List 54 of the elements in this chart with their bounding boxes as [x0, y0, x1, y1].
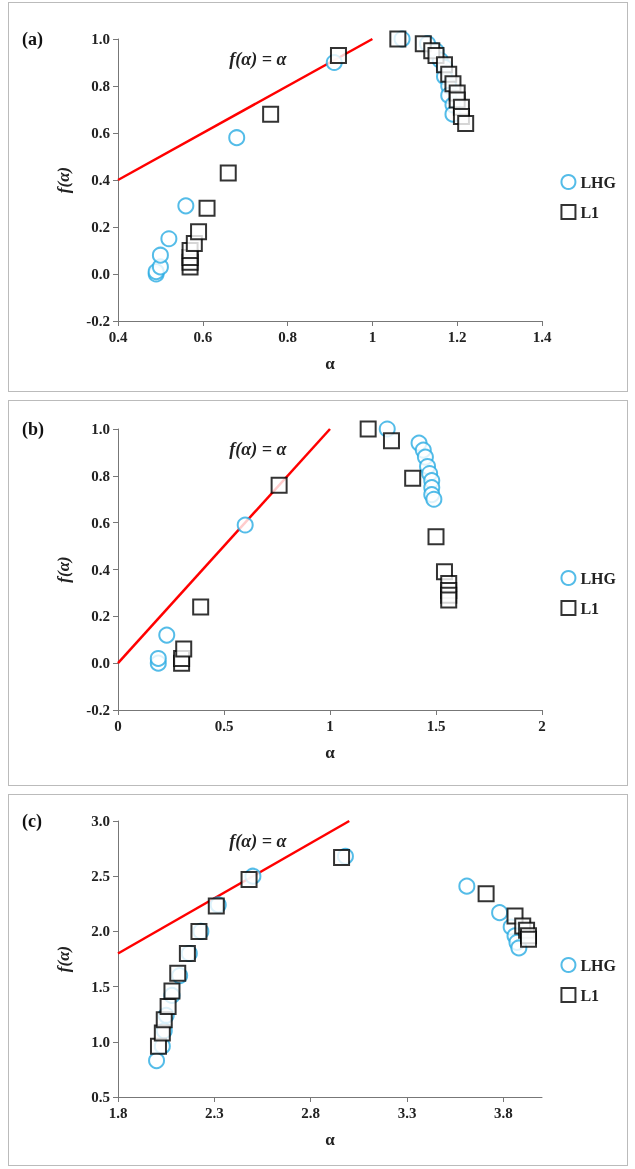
y-tick-label: 2.0	[91, 923, 110, 940]
x-tick-label: 2.8	[301, 1104, 321, 1121]
y-tick-label: 0.6	[91, 125, 111, 141]
y-tick-label: -0.2	[86, 702, 110, 718]
x-tick-label: 0.5	[214, 717, 234, 734]
chart-title: (c)	[22, 811, 42, 832]
legend-label: LHG	[580, 569, 617, 587]
x-tick-label: 1.2	[447, 328, 467, 345]
x-tick-label: 1.4	[532, 328, 552, 345]
y-tick-label: 0.0	[91, 655, 110, 672]
legend-label: L1	[580, 986, 600, 1004]
y-tick-label: 0.0	[91, 266, 110, 282]
y-tick-label: 1.0	[91, 421, 110, 437]
y-tick-label: 0.4	[91, 172, 111, 188]
y-tick-label: 1.5	[91, 978, 110, 995]
y-tick-label: 1.0	[91, 31, 110, 47]
y-tick-label: 0.6	[91, 514, 111, 531]
y-tick-label: 0.2	[91, 608, 110, 625]
y-tick-label: -0.2	[86, 313, 110, 329]
legend-label: L1	[580, 203, 600, 221]
x-tick-label: 0.8	[278, 328, 297, 345]
x-axis-title: α	[325, 354, 336, 373]
x-tick-label: 3.8	[494, 1104, 513, 1121]
x-axis-title: α	[325, 1130, 336, 1149]
x-tick-label: 1.8	[108, 1104, 128, 1121]
x-tick-label: 1	[326, 717, 334, 734]
legend-label: L1	[580, 599, 600, 617]
y-axis-title: f(α)	[54, 556, 73, 583]
x-tick-label: 0	[114, 717, 122, 734]
annotation: f(α) = α	[229, 831, 288, 852]
x-tick-label: 0.4	[108, 328, 128, 345]
y-tick-label: 0.8	[91, 78, 110, 94]
y-tick-label: 0.8	[91, 467, 110, 484]
x-tick-label: 2.3	[204, 1104, 224, 1121]
x-tick-label: 1.5	[426, 717, 446, 734]
legend-label: LHG	[580, 173, 617, 191]
y-tick-label: 1.0	[91, 1033, 110, 1050]
x-axis-title: α	[325, 743, 336, 762]
x-tick-label: 0.6	[193, 328, 213, 345]
y-tick-label: 2.5	[91, 868, 110, 885]
y-tick-label: 0.2	[91, 219, 110, 235]
y-tick-label: 0.5	[91, 1089, 110, 1105]
x-tick-label: 1	[368, 328, 377, 345]
y-axis-title: f(α)	[54, 945, 73, 973]
x-tick-label: 2	[538, 717, 546, 734]
annotation: f(α) = α	[229, 439, 288, 460]
annotation: f(α) = α	[229, 49, 288, 70]
x-tick-label: 3.3	[397, 1104, 417, 1121]
y-tick-label: 3.0	[91, 813, 110, 829]
chart-title: (a)	[22, 29, 43, 50]
y-tick-label: 0.4	[91, 561, 111, 578]
legend-label: LHG	[580, 956, 617, 974]
y-axis-title: f(α)	[54, 166, 73, 194]
chart-title: (b)	[22, 419, 44, 440]
